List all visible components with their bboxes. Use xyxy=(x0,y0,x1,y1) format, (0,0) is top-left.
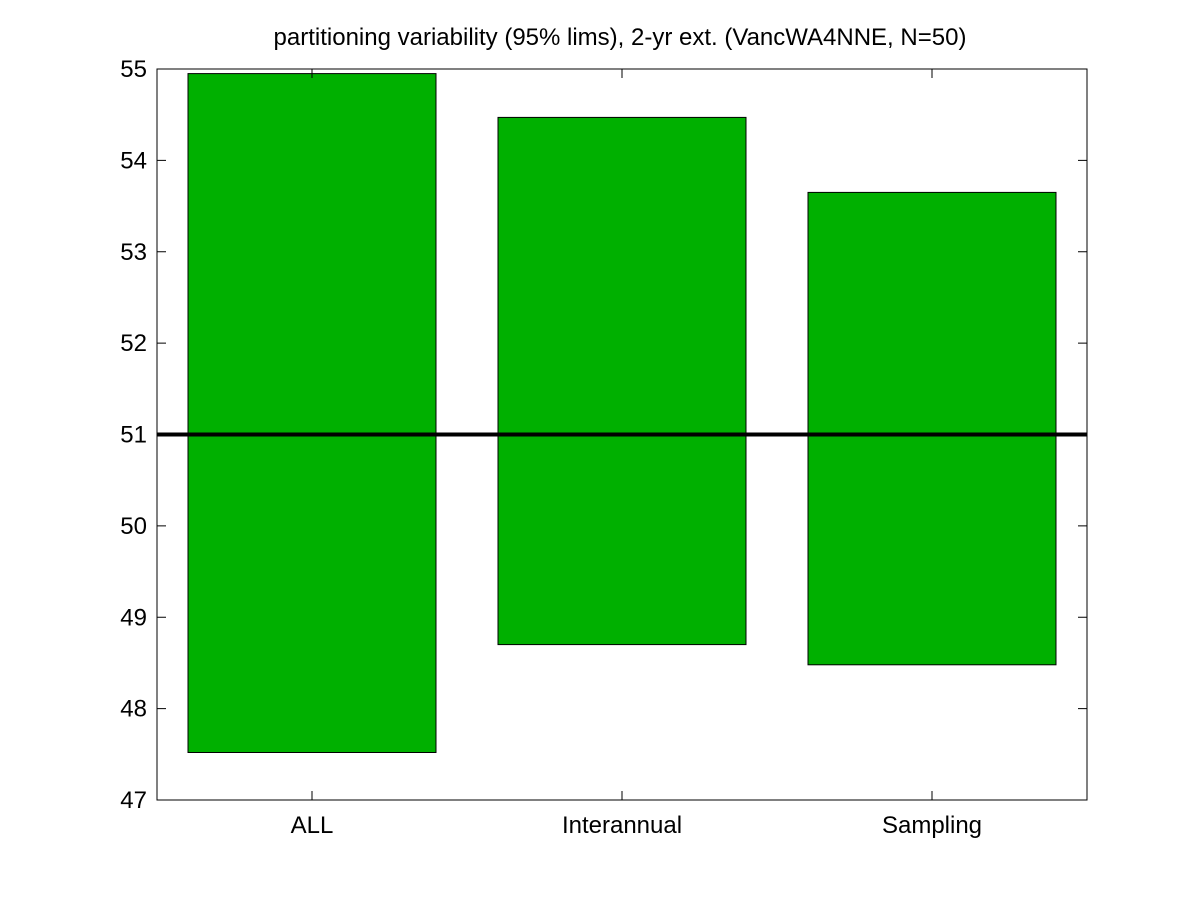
bar-all xyxy=(187,73,437,754)
chart-title: partitioning variability (95% lims), 2-y… xyxy=(274,24,967,51)
x-tick-labels: ALL Interannual Sampling xyxy=(291,812,982,839)
y-tick-label: 48 xyxy=(120,696,147,723)
x-tick-label-sampling: Sampling xyxy=(882,812,982,839)
y-tick-labels: 47 48 49 50 51 52 53 54 55 xyxy=(120,56,147,814)
y-tick-label: 47 xyxy=(120,787,147,814)
y-tick-label: 51 xyxy=(120,422,147,449)
y-tick-label: 52 xyxy=(120,330,147,357)
y-tick-label: 49 xyxy=(120,604,147,631)
bar-interannual xyxy=(497,116,747,646)
y-tick-label: 50 xyxy=(120,513,147,540)
y-tick-label: 54 xyxy=(120,147,147,174)
bars-group xyxy=(187,73,1057,754)
x-tick-label-all: ALL xyxy=(291,812,334,839)
y-tick-label: 53 xyxy=(120,239,147,266)
y-tick-label: 55 xyxy=(120,56,147,83)
x-tick-label-interannual: Interannual xyxy=(562,812,682,839)
ticks-group xyxy=(157,68,1087,801)
bar-sampling xyxy=(807,191,1057,666)
